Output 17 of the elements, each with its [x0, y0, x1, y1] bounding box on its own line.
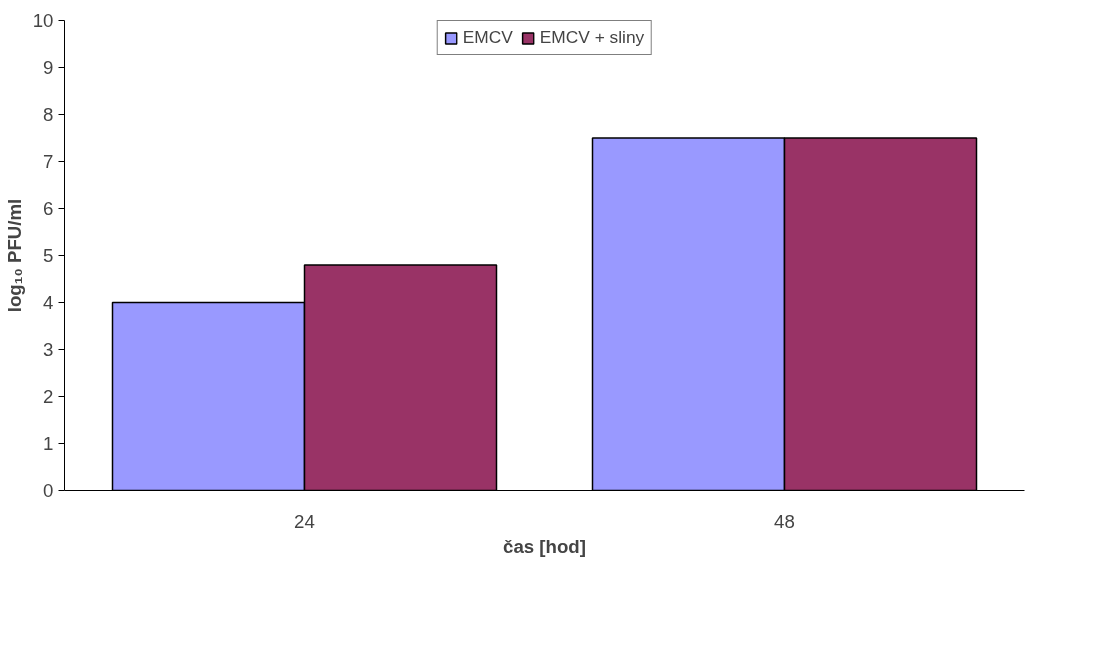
y-tick-label: 9: [43, 57, 54, 78]
legend-label: EMCV + sliny: [539, 27, 645, 48]
x-tick-label: 24: [294, 510, 315, 532]
y-tick-label: 4: [43, 292, 54, 313]
x-tick-label: 48: [774, 510, 795, 532]
y-tick-label: 3: [43, 339, 54, 360]
y-tick-label: 7: [43, 151, 54, 172]
legend-label: EMCV: [462, 27, 513, 48]
y-tick-label: 8: [43, 104, 54, 125]
y-axis-title: log₁₀ PFU/ml: [3, 198, 25, 313]
y-tick-label: 2: [43, 386, 54, 407]
x-axis-title: čas [hod]: [503, 535, 586, 557]
y-tick-label: 10: [32, 10, 54, 31]
y-tick-label: 0: [43, 480, 54, 501]
y-tick-label: 6: [43, 198, 54, 219]
y-tick-label: 5: [43, 245, 54, 266]
y-tick-label: 1: [43, 433, 54, 454]
